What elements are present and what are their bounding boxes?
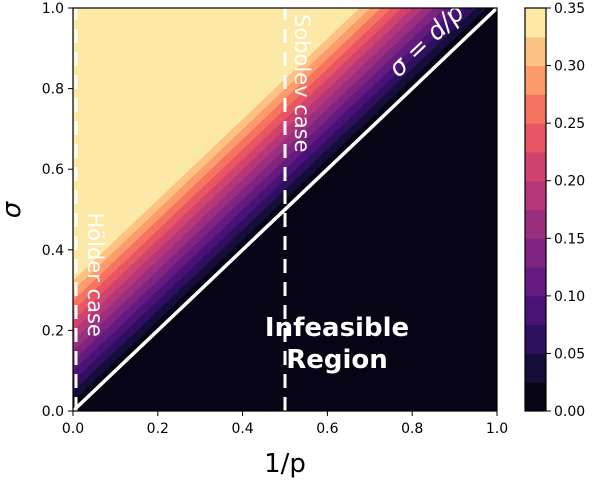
contour-band: [73, 8, 456, 372]
colorbar-tick-label: 0.05: [554, 346, 585, 362]
contour-band: [73, 8, 424, 341]
colorbar-swatch: [525, 267, 546, 297]
colorbar-frame: [524, 7, 547, 412]
y-tick-label: 1.0: [42, 1, 64, 17]
colorbar-tick-label: 0.00: [554, 404, 585, 420]
contour-band: [73, 8, 434, 351]
sobolev-label: Sobolev case: [290, 14, 314, 153]
x-tick-label: 0.4: [231, 421, 253, 437]
x-tick-label: 0.0: [62, 421, 84, 437]
contour-band: [73, 8, 477, 392]
colorbar-swatch: [525, 8, 546, 38]
x-axis: 0.0 0.2 0.4 0.6 0.8 1.0: [62, 411, 508, 437]
y-tick-label: 0.8: [42, 82, 64, 98]
colorbar-swatch: [525, 382, 546, 412]
x-tick-label: 0.2: [147, 421, 169, 437]
colorbar: [525, 8, 546, 412]
colorbar-tick-label: 0.30: [554, 59, 585, 75]
colorbar-swatch: [525, 238, 546, 268]
y-axis: 0.0 0.2 0.4 0.6 0.8 1.0: [42, 1, 73, 420]
colorbar-swatch: [525, 94, 546, 124]
colorbar-tick-label: 0.10: [554, 289, 585, 305]
colorbar-tick-label: 0.35: [554, 1, 585, 17]
x-tick-label: 1.0: [486, 421, 508, 437]
contour-band: [73, 8, 403, 321]
colorbar-tick-label: 0.20: [554, 174, 585, 190]
y-tick-label: 0.2: [42, 323, 64, 339]
colorbar-tick-label: 0.25: [554, 116, 585, 132]
contour-band: [73, 8, 381, 301]
colorbar-axis: 0.00 0.05 0.10 0.15 0.20 0.25 0.30 0.35: [546, 1, 585, 420]
colorbar-swatch: [525, 180, 546, 210]
y-tick-label: 0.0: [42, 404, 64, 420]
overlay-lines: [73, 8, 497, 411]
infeasible-label-line1: Infeasible: [265, 313, 409, 343]
colorbar-swatch: [525, 123, 546, 153]
contour-band: [73, 8, 350, 271]
colorbar-swatch: [525, 151, 546, 182]
contour-band: [73, 8, 392, 311]
contour-band: [73, 8, 466, 382]
y-tick-label: 0.6: [42, 162, 64, 178]
contour-band: [73, 8, 413, 331]
y-tick-label: 0.4: [42, 243, 64, 259]
x-tick-label: 0.6: [316, 421, 338, 437]
colorbar-tick-label: 0.15: [554, 231, 585, 247]
y-axis-title: σ: [0, 200, 27, 218]
colorbar-swatch: [525, 65, 546, 95]
colorbar-swatch: [525, 353, 546, 383]
x-axis-title: 1/p: [264, 449, 306, 479]
plot-frame: [72, 7, 498, 412]
contour-band: [73, 8, 487, 402]
contour-band: [73, 8, 371, 291]
colorbar-swatch: [525, 295, 546, 326]
colorbar-swatch: [525, 324, 546, 354]
infeasible-label-line2: Region: [286, 345, 388, 375]
holder-label: Hölder case: [83, 213, 107, 337]
x-tick-label: 0.8: [401, 421, 423, 437]
colorbar-swatch: [525, 36, 546, 67]
colorbar-swatch: [525, 209, 546, 239]
x-axis-title-text: 1/p: [264, 449, 306, 479]
contour-band: [73, 8, 360, 281]
boundary-line: [73, 8, 497, 411]
contour-band: [73, 8, 445, 362]
